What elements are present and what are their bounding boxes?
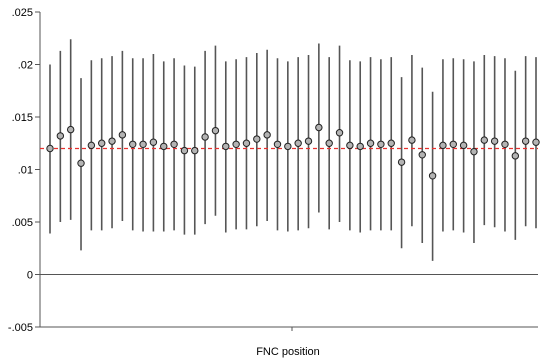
point-marker [325,139,333,147]
point-marker [511,152,520,160]
point-marker [56,132,65,140]
point-estimates [46,123,540,180]
point-marker [304,137,313,145]
point-marker [470,147,478,156]
point-marker [108,137,116,145]
y-tick-label: .01 [18,165,33,177]
point-marker [211,126,220,135]
point-marker [191,146,199,155]
point-marker [428,172,437,180]
y-tick-label: 0 [27,270,33,282]
y-tick-label: -.005 [8,322,33,334]
y-tick-label: .025 [12,7,33,19]
y-axis: -.005 0 .005 .01 .015 .02 .025 [8,7,538,334]
point-marker [77,159,85,167]
point-marker [222,142,230,151]
point-marker [263,131,271,139]
point-marker [418,151,426,159]
point-marker [480,136,488,144]
point-marker [232,140,240,149]
point-marker [397,158,406,166]
point-marker [387,139,395,147]
point-marker [366,139,375,147]
y-tick-label: .005 [12,217,33,229]
point-marker [160,142,168,151]
point-marker [242,139,251,147]
x-axis [40,326,538,331]
point-marker [98,139,106,147]
point-marker [356,142,364,151]
point-marker [149,138,158,146]
point-marker [459,141,468,150]
point-marker [439,141,447,150]
y-tick-label: .02 [18,60,33,72]
point-marker [346,141,354,150]
x-axis-title: FNC position [256,346,320,358]
point-marker [294,139,302,147]
point-marker [273,140,282,149]
point-marker [139,140,147,149]
point-marker [315,123,323,132]
confidence-intervals [49,39,537,261]
point-marker [335,129,344,137]
point-marker [532,138,540,146]
y-tick-label: .015 [12,112,33,124]
point-marker [284,142,292,151]
point-marker [66,125,75,134]
point-marker [129,140,137,149]
point-marker [501,140,509,149]
point-marker [180,146,189,155]
point-marker [170,140,178,149]
point-marker [377,140,385,149]
point-marker [118,131,127,139]
point-marker [46,144,54,153]
point-marker [521,137,530,145]
point-marker [449,140,457,149]
point-marker [490,137,499,145]
point-marker [253,135,261,143]
point-marker [201,133,209,141]
point-marker [408,136,416,144]
point-marker [87,141,96,150]
